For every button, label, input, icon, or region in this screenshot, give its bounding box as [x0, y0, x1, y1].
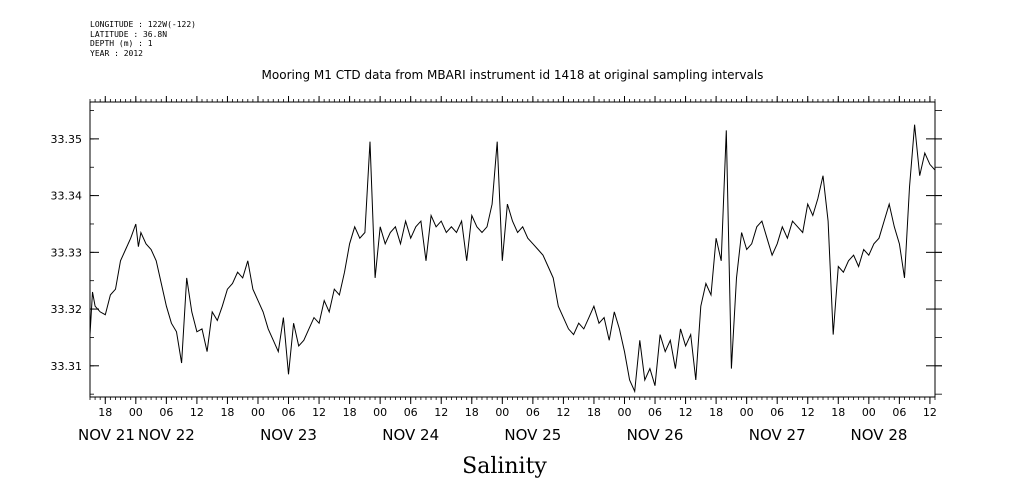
date-label: NOV 25 — [504, 426, 561, 444]
hour-tick-label: 18 — [709, 406, 723, 419]
date-label: NOV 22 — [138, 426, 195, 444]
x-axis-title: Salinity — [462, 454, 547, 479]
hour-tick-label: 18 — [587, 406, 601, 419]
hour-tick-label: 12 — [923, 406, 937, 419]
hour-tick-label: 18 — [831, 406, 845, 419]
tick-marks — [89, 96, 942, 404]
hour-tick-label: 06 — [159, 406, 173, 419]
hour-tick-label: 06 — [770, 406, 784, 419]
tick-labels: 18 00 06 12 18 00 06 12 18 00 06 12 18 00 06 12 18 00 06 12… — [51, 133, 937, 444]
date-label: NOV 28 — [851, 426, 908, 444]
hour-tick-label: 18 — [465, 406, 479, 419]
hour-tick-label: 06 — [648, 406, 662, 419]
hour-tick-label: 06 — [526, 406, 540, 419]
hour-tick-label: 12 — [190, 406, 204, 419]
hour-tick-label: 00 — [495, 406, 509, 419]
hour-tick-label: 00 — [862, 406, 876, 419]
depth-label: DEPTH (m) : 1 — [90, 39, 153, 48]
year-label: YEAR : 2012 — [90, 48, 143, 58]
date-label: NOV 26 — [627, 426, 684, 444]
hour-tick-label: 00 — [129, 406, 143, 419]
longitude-label: LONGITUDE : 122W(-122) — [90, 20, 196, 29]
hour-tick-label: 12 — [679, 406, 693, 419]
hour-tick-label: 00 — [740, 406, 754, 419]
hour-tick-label: 00 — [373, 406, 387, 419]
date-label: NOV 21 — [78, 426, 135, 444]
chart-title: Mooring M1 CTD data from MBARI instrumen… — [261, 68, 764, 82]
hour-tick-label: 06 — [892, 406, 906, 419]
metadata-block: LONGITUDE : 122W(-122) LATITUDE : 36.8N … — [90, 20, 196, 58]
hour-tick-label: 18 — [220, 406, 234, 419]
hour-tick-label: 18 — [98, 406, 112, 419]
y-tick-label: 33.32 — [51, 303, 83, 316]
plot-frame — [89, 101, 936, 398]
hour-tick-label: 18 — [343, 406, 357, 419]
hour-tick-label: 12 — [801, 406, 815, 419]
y-tick-label: 33.35 — [51, 133, 83, 146]
hour-tick-label: 12 — [312, 406, 326, 419]
salinity-series-line — [89, 124, 936, 394]
hour-tick-label: 12 — [434, 406, 448, 419]
latitude-label: LATITUDE : 36.8N — [90, 29, 168, 39]
hour-tick-label: 00 — [251, 406, 265, 419]
hour-tick-label: 06 — [404, 406, 418, 419]
date-label: NOV 23 — [260, 426, 317, 444]
hour-tick-label: 00 — [617, 406, 631, 419]
date-label: NOV 27 — [749, 426, 806, 444]
hour-tick-label: 06 — [282, 406, 296, 419]
series-group — [89, 124, 936, 394]
axes — [89, 101, 936, 398]
hour-tick-label: 12 — [556, 406, 570, 419]
y-tick-label: 33.34 — [51, 190, 83, 203]
y-tick-label: 33.33 — [51, 246, 83, 259]
y-tick-label: 33.31 — [51, 360, 83, 373]
date-label: NOV 24 — [382, 426, 439, 444]
